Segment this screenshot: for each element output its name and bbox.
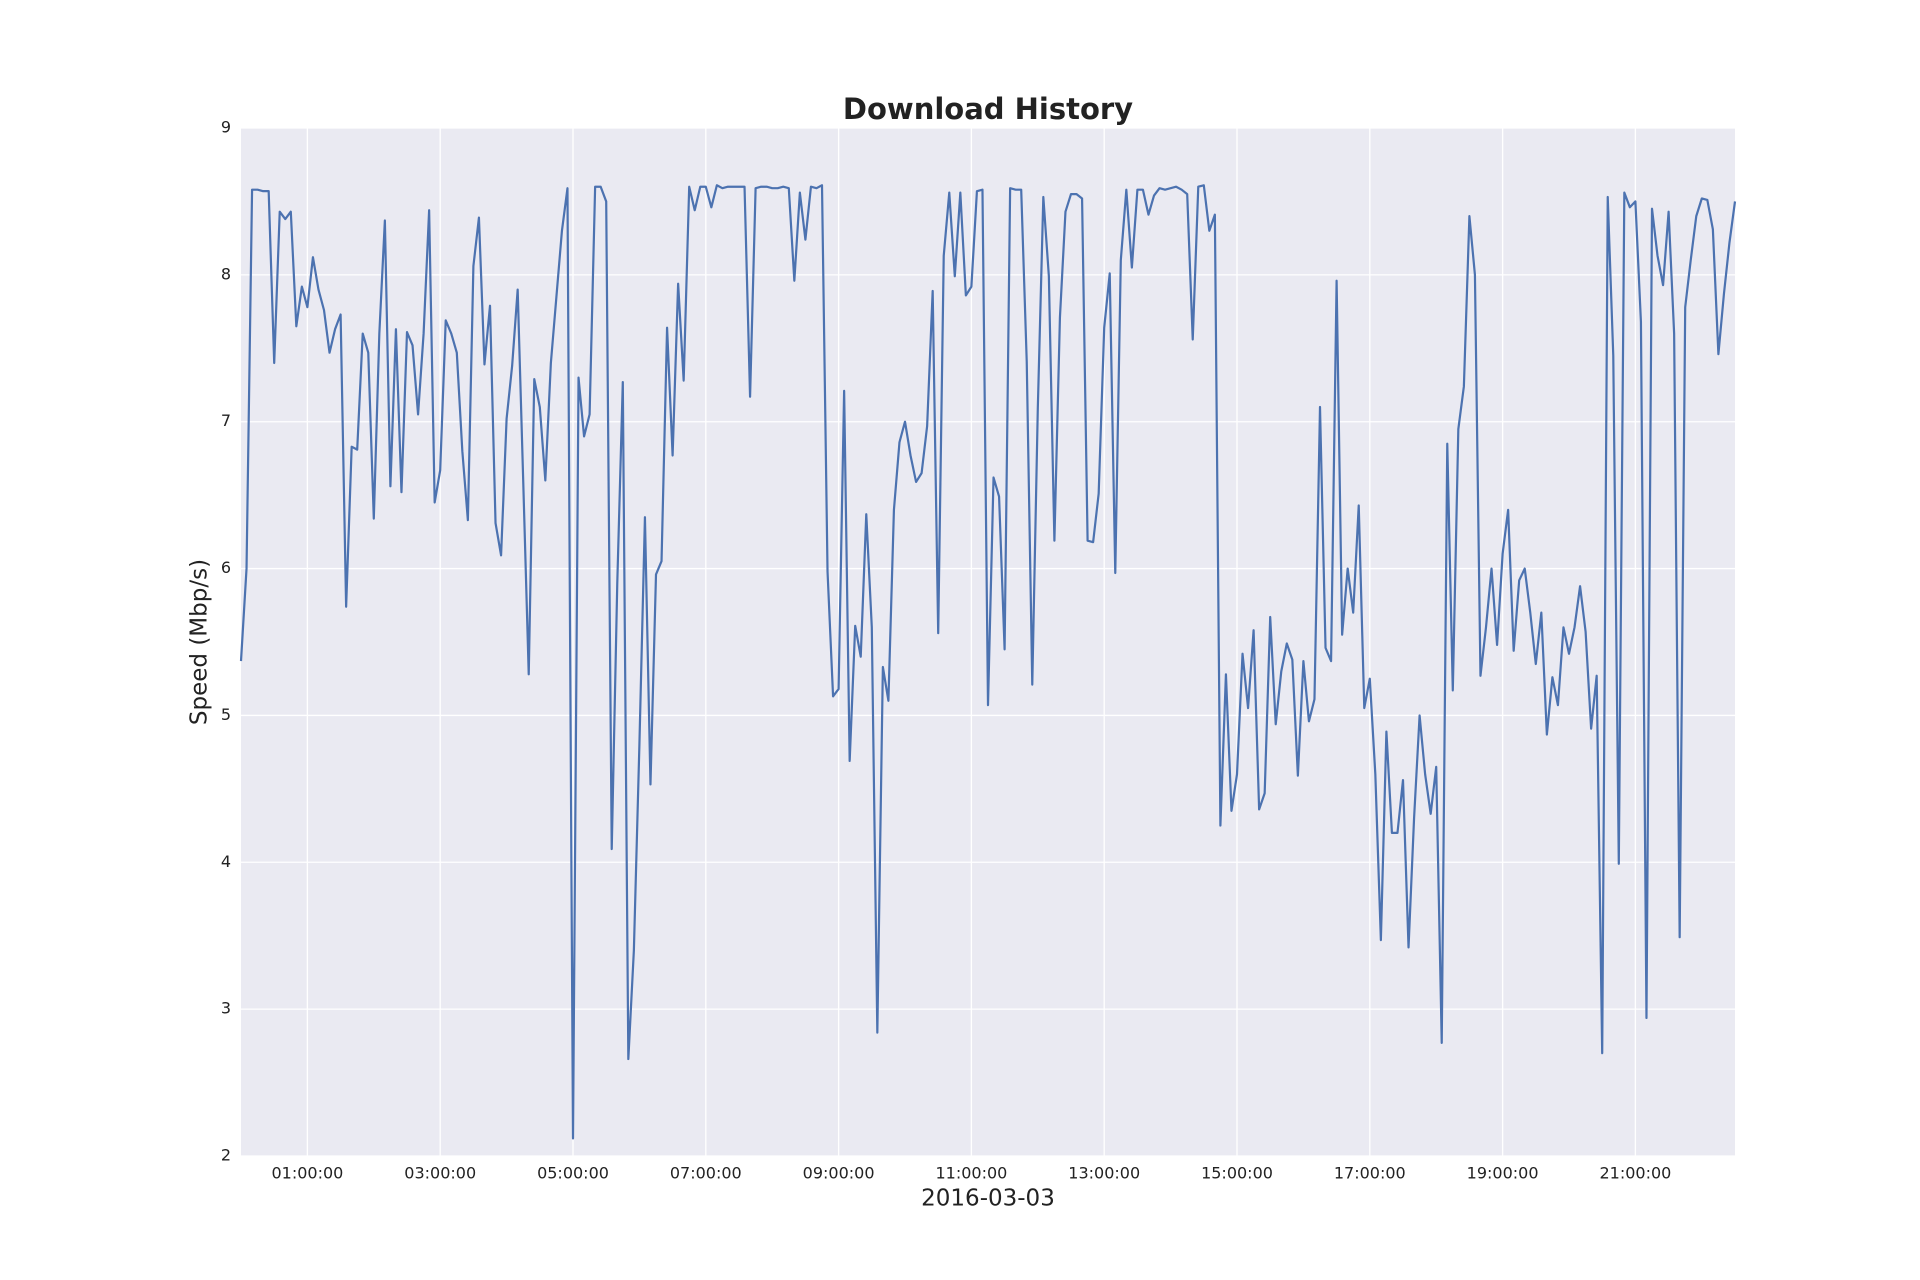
y-tick-label: 4 (221, 852, 231, 871)
x-tick-label: 11:00:00 (935, 1164, 1007, 1183)
x-tick-label: 09:00:00 (803, 1164, 875, 1183)
x-tick-label: 05:00:00 (537, 1164, 609, 1183)
y-tick-label: 9 (221, 118, 231, 137)
x-tick-label: 21:00:00 (1599, 1164, 1671, 1183)
x-tick-label: 15:00:00 (1201, 1164, 1273, 1183)
x-axis-label: 2016-03-03 (921, 1186, 1055, 1212)
y-tick-label: 2 (221, 1146, 231, 1165)
y-tick-label: 5 (221, 705, 231, 724)
y-tick-label: 7 (221, 411, 231, 430)
y-tick-label: 6 (221, 558, 231, 577)
x-tick-label: 13:00:00 (1068, 1164, 1140, 1183)
chart-title: Download History (843, 92, 1133, 126)
x-tick-label: 19:00:00 (1467, 1164, 1539, 1183)
x-tick-label: 17:00:00 (1334, 1164, 1406, 1183)
y-tick-label: 8 (221, 264, 231, 283)
y-tick-label: 3 (221, 999, 231, 1018)
x-tick-label: 07:00:00 (670, 1164, 742, 1183)
data-line (239, 184, 1737, 1140)
y-axis-label: Speed (Mbp/s) (187, 559, 213, 725)
x-tick-label: 01:00:00 (271, 1164, 343, 1183)
x-tick-label: 03:00:00 (404, 1164, 476, 1183)
